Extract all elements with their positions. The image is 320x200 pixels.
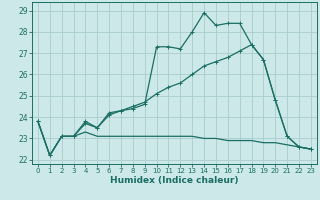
X-axis label: Humidex (Indice chaleur): Humidex (Indice chaleur): [110, 176, 239, 185]
